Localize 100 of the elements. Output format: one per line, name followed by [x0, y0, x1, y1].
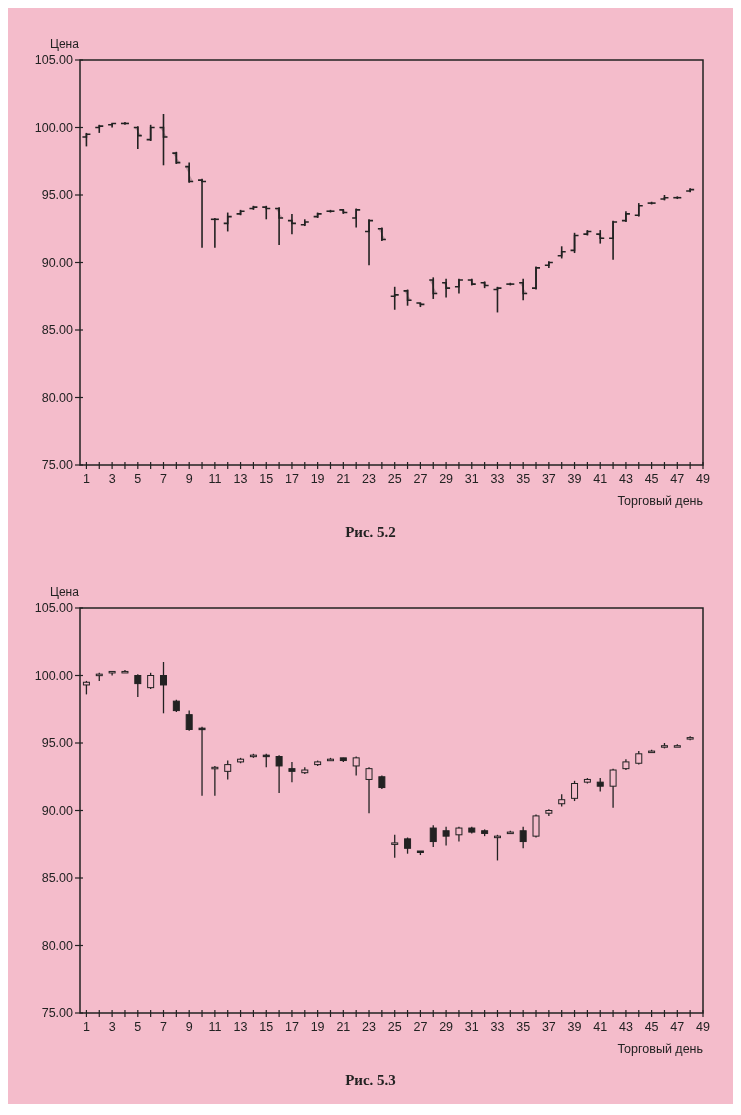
- candlestick: [595, 229, 606, 245]
- y-tick-label: 85.00: [41, 323, 74, 338]
- x-tick-label: 35: [516, 472, 531, 486]
- x-tick-label: 19: [310, 1020, 325, 1034]
- x-tick-label: 25: [387, 1020, 402, 1034]
- candlestick: [288, 761, 296, 783]
- candlestick: [222, 211, 233, 233]
- y-axis-title: Цена: [50, 585, 80, 599]
- x-tick-label: 29: [439, 1020, 454, 1034]
- candlestick: [287, 213, 297, 235]
- x-tick-label: 11: [208, 472, 222, 486]
- x-tick-label: 37: [541, 1020, 556, 1034]
- y-tick-label: 90.00: [41, 803, 74, 818]
- x-tick-label: 23: [362, 472, 377, 486]
- x-tick-label: 39: [567, 472, 582, 486]
- y-tick-label: 105.00: [34, 601, 74, 616]
- x-tick-label: 31: [464, 1020, 479, 1034]
- x-tick-label: 13: [233, 1020, 248, 1034]
- y-tick-label: 100.00: [34, 120, 74, 135]
- x-tick-label: 39: [567, 1020, 582, 1034]
- x-axis-title: Торговый день: [617, 494, 703, 508]
- x-tick-label: 21: [336, 1020, 351, 1034]
- candlestick: [391, 834, 399, 859]
- candlestick: [519, 826, 527, 849]
- x-tick-label: 43: [618, 1020, 633, 1034]
- x-tick-label: 11: [208, 1020, 222, 1034]
- candlestick: [608, 219, 618, 261]
- candlestick: [518, 277, 528, 302]
- candlestick: [275, 754, 283, 794]
- x-tick-label: 41: [593, 472, 608, 486]
- x-tick-label: 15: [259, 472, 274, 486]
- x-tick-label: 49: [696, 1020, 710, 1034]
- candlestick: [224, 759, 232, 781]
- x-tick-label: 43: [618, 472, 633, 486]
- y-tick-label: 105.00: [34, 53, 74, 68]
- candlestick: [365, 766, 373, 814]
- x-tick-label: 27: [413, 472, 428, 486]
- x-tick-label: 47: [670, 1020, 685, 1034]
- candlestick: [389, 286, 400, 311]
- x-tick-label: 1: [82, 472, 90, 486]
- y-tick-label: 95.00: [41, 736, 74, 751]
- x-tick-label: 7: [160, 1020, 168, 1034]
- x-tick-label: 17: [285, 1020, 299, 1034]
- x-tick-label: 35: [516, 1020, 531, 1034]
- x-tick-label: 3: [108, 1020, 116, 1034]
- candlestick: [211, 765, 219, 797]
- candlestick: [185, 709, 193, 732]
- candlestick: [377, 226, 387, 242]
- candlestick: [158, 113, 169, 167]
- x-tick-label: 33: [490, 472, 505, 486]
- candlestick: [569, 232, 580, 254]
- x-tick-label: 25: [387, 472, 402, 486]
- candlestick: [364, 218, 374, 266]
- x-tick-label: 17: [285, 472, 299, 486]
- x-tick-label: 9: [185, 1020, 193, 1034]
- candlestick: [184, 161, 194, 184]
- x-tick-label: 1: [82, 1020, 90, 1034]
- candlestick: [197, 178, 207, 249]
- x-tick-label: 29: [439, 472, 454, 486]
- x-tick-label: 13: [233, 472, 248, 486]
- x-tick-label: 49: [696, 472, 710, 486]
- candlestick: [441, 277, 451, 299]
- candlestick: [198, 726, 206, 797]
- y-tick-label: 90.00: [41, 255, 74, 270]
- x-tick-label: 9: [185, 472, 193, 486]
- text: Рис. 5.2: [345, 524, 396, 540]
- candlestick: [466, 277, 477, 287]
- x-tick-label: 45: [644, 1020, 659, 1034]
- x-tick-label: 47: [670, 472, 685, 486]
- candlestick: [429, 824, 437, 848]
- candlestick: [134, 673, 142, 698]
- y-tick-label: 80.00: [41, 390, 74, 405]
- x-tick-label: 5: [134, 472, 142, 486]
- x-tick-label: 21: [336, 472, 351, 486]
- text: Рис. 5.3: [345, 1072, 396, 1088]
- y-axis-title: Цена: [50, 37, 80, 51]
- x-tick-label: 7: [160, 472, 168, 486]
- y-tick-label: 95.00: [41, 188, 74, 203]
- x-axis-title: Торговый день: [617, 1042, 703, 1056]
- y-tick-label: 75.00: [41, 458, 74, 473]
- candlestick: [609, 768, 617, 809]
- x-tick-label: 23: [362, 1020, 377, 1034]
- x-tick-label: 3: [108, 472, 116, 486]
- x-tick-label: 15: [259, 1020, 274, 1034]
- x-tick-label: 37: [541, 472, 556, 486]
- candlestick: [274, 206, 284, 246]
- candlestick: [571, 780, 579, 802]
- x-tick-label: 33: [490, 1020, 505, 1034]
- candlestick: [261, 205, 272, 221]
- y-tick-label: 75.00: [41, 1006, 74, 1021]
- candlestick: [133, 125, 143, 150]
- candlestick: [428, 276, 439, 300]
- candlestick: [160, 661, 167, 714]
- y-tick-label: 80.00: [41, 938, 74, 953]
- x-tick-label: 31: [464, 472, 479, 486]
- y-tick-label: 85.00: [41, 871, 74, 886]
- x-tick-label: 27: [413, 1020, 428, 1034]
- x-tick-label: 19: [310, 472, 325, 486]
- y-tick-label: 100.00: [34, 668, 74, 683]
- x-tick-label: 5: [134, 1020, 142, 1034]
